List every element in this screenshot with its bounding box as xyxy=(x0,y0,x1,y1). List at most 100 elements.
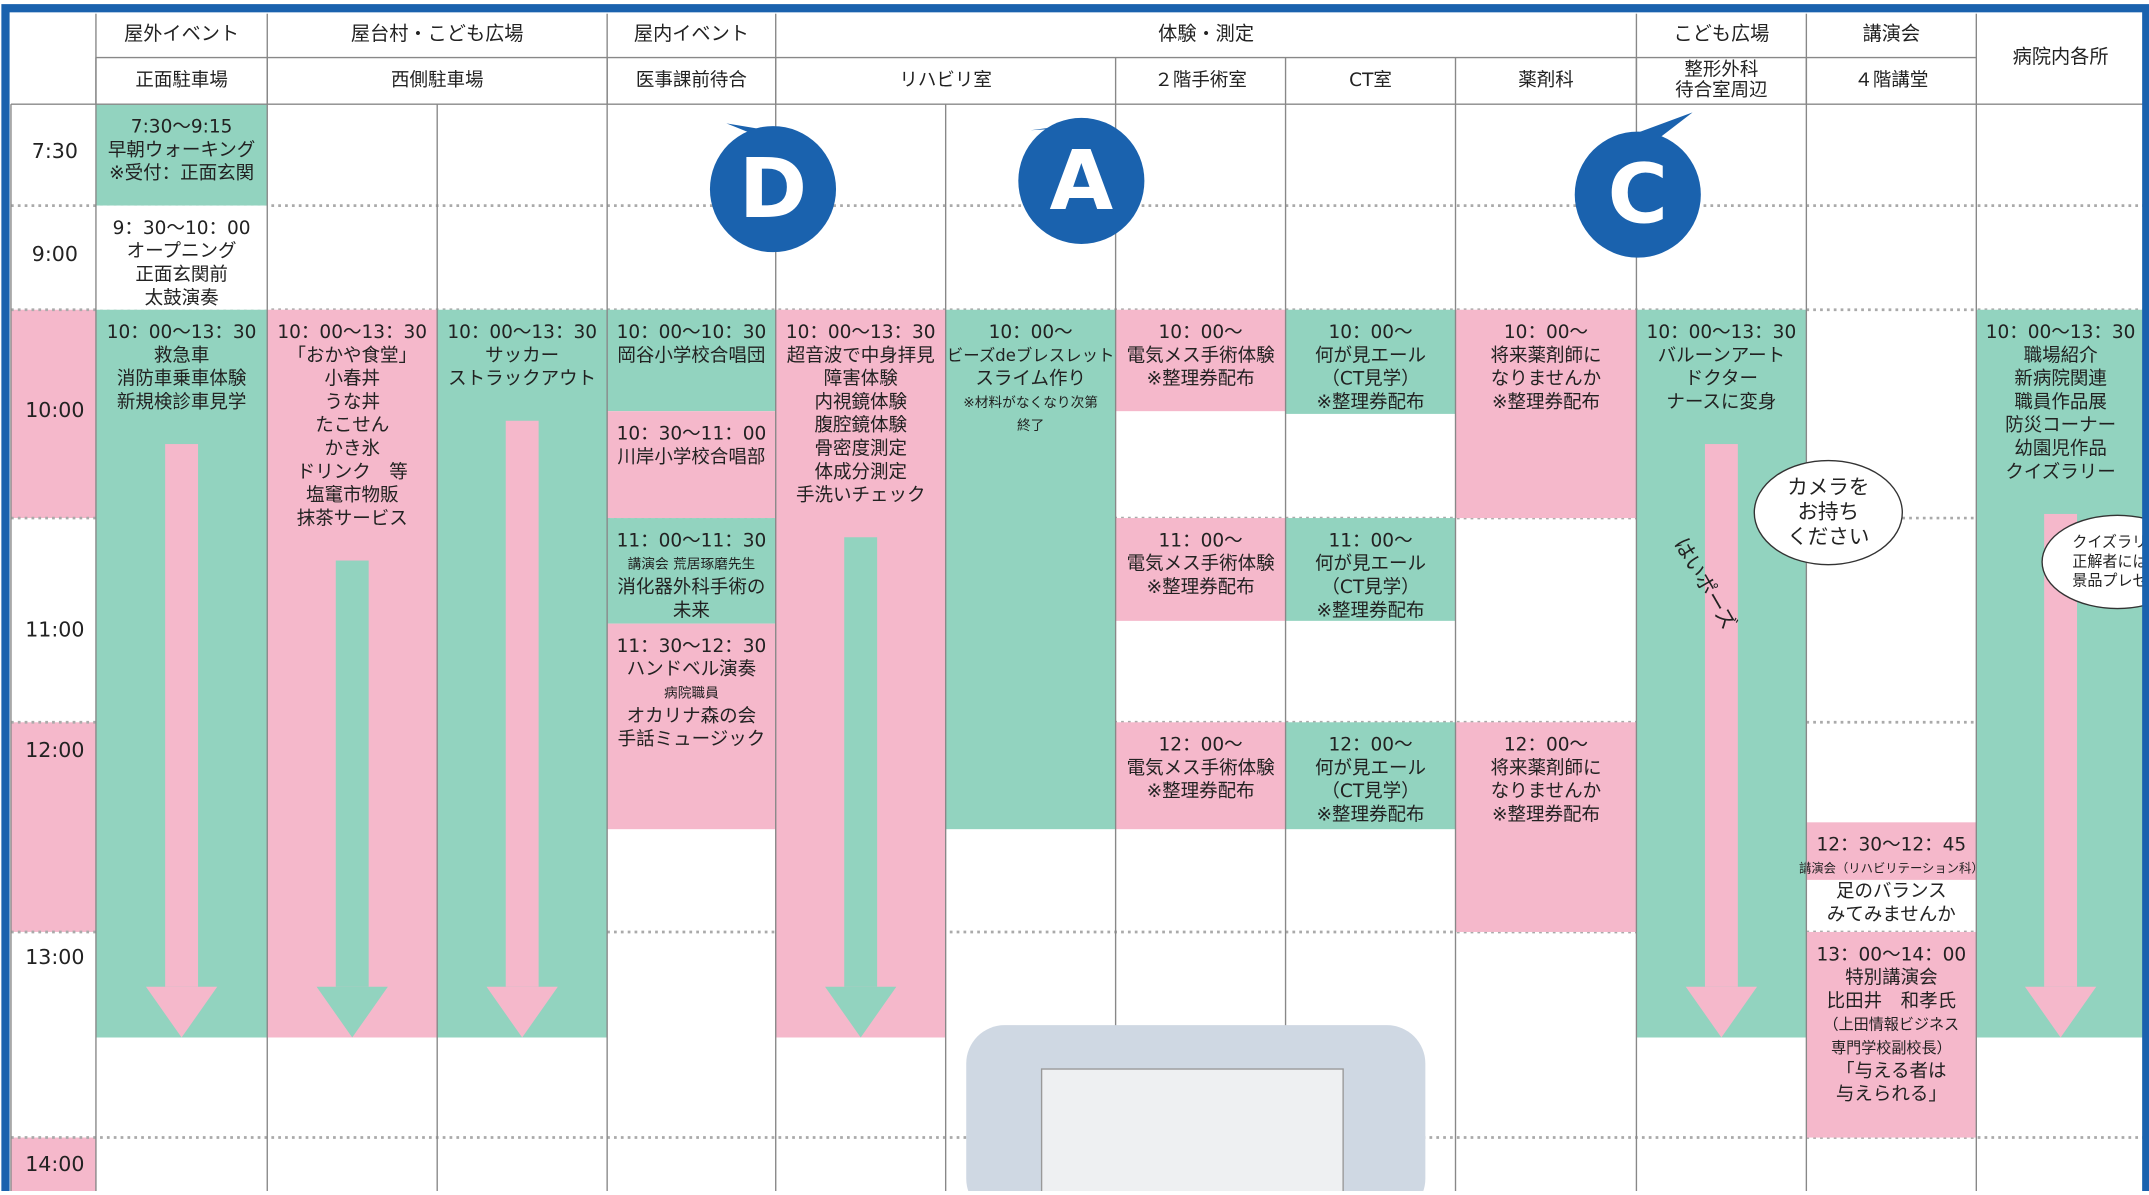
cell-text: 新規検診車見学 xyxy=(117,392,247,413)
cell-text: 11：00〜 xyxy=(1328,530,1412,551)
cell-text: 10：00〜13：30 xyxy=(107,322,257,343)
time-band xyxy=(10,722,96,932)
schedule-cell xyxy=(1455,722,1637,932)
cell-text: 何が見エール xyxy=(1315,554,1426,575)
frame xyxy=(1,4,2149,1195)
cell-text: 川岸小学校合唱部 xyxy=(617,447,765,468)
arrow-head xyxy=(1685,986,1758,1038)
schedule-cell xyxy=(1806,822,1977,880)
callout-circle xyxy=(709,126,837,253)
cell-text: 12：00〜 xyxy=(1504,735,1588,756)
cell-text: 手話ミュージック xyxy=(618,729,766,750)
cell-text: ※受付：正面玄関 xyxy=(109,163,254,184)
cell-text: 「おかや食堂」 xyxy=(287,345,417,366)
cell-text: 12：00〜 xyxy=(1328,735,1412,756)
cell-text: ドリンク 等 xyxy=(297,462,408,483)
cell-text: オープニング xyxy=(127,241,237,262)
bubble-text: お持ち xyxy=(1797,500,1859,524)
cell-text: 7:30〜9:15 xyxy=(131,116,233,137)
cell-text: 塩竃市物販 xyxy=(306,485,399,506)
cell-text: （CT見学） xyxy=(1321,369,1419,390)
callout-circle xyxy=(1018,117,1145,244)
cell-text: 職員作品展 xyxy=(2014,392,2107,413)
cell-text: 体成分測定 xyxy=(814,462,907,483)
cell-text: 「与える者は xyxy=(1836,1061,1946,1082)
cell-text: 内視鏡体験 xyxy=(814,392,907,413)
arrow-shaft xyxy=(1704,444,1738,987)
place-header: 整形外科 xyxy=(1684,60,1758,81)
cell-text: 障害体験 xyxy=(824,369,899,390)
cell-text: 太鼓演奏 xyxy=(145,288,219,309)
cell-text: ストラックアウト xyxy=(448,369,596,390)
header-bg xyxy=(10,13,2145,105)
schedule-cell xyxy=(1115,722,1286,830)
cell-text: バルーンアート xyxy=(1658,345,1785,366)
place-header: リハビリ室 xyxy=(899,70,992,91)
schedule-cell xyxy=(1115,518,1286,621)
schedule-cell xyxy=(1285,518,1456,621)
cell-text: 何が見エール xyxy=(1315,345,1426,366)
cell-text: 比田井 和孝氏 xyxy=(1827,991,1957,1012)
cell-text: みてみませんか xyxy=(1827,905,1956,926)
schedule-cell xyxy=(607,309,776,412)
cell-text: スライム作り xyxy=(975,369,1086,390)
time-band xyxy=(10,1137,96,1191)
place-header: ４階講堂 xyxy=(1854,70,1928,91)
cell-text: ナースに変身 xyxy=(1666,392,1776,413)
time-label: 10:00 xyxy=(25,398,84,422)
cell-text: ※整理券配布 xyxy=(1147,577,1255,598)
cell-text: 超音波で中身拝見 xyxy=(787,345,935,366)
cell-text: ※整理券配布 xyxy=(1317,392,1425,413)
time-label: 14:00 xyxy=(25,1152,84,1176)
cell-text: 10：30〜11：00 xyxy=(617,423,767,444)
arrow-shaft xyxy=(844,537,878,987)
group-header: 講演会 xyxy=(1863,22,1921,45)
cell-text: 10：00〜13：30 xyxy=(1647,322,1797,343)
time-band xyxy=(10,931,96,1138)
cell-text: 早朝ウォーキング xyxy=(108,140,255,161)
schedule-cell xyxy=(1285,722,1456,830)
arrow-head xyxy=(2024,986,2097,1038)
cell-text: 10：00〜 xyxy=(1504,322,1588,343)
cell-text: 将来薬剤師に xyxy=(1490,345,1601,366)
cell-text: 11：00〜 xyxy=(1159,530,1243,551)
cell-text: 12：00〜 xyxy=(1159,735,1243,756)
cell-text: 12：30〜12：45 xyxy=(1817,835,1967,856)
cell-text: 消防車乗車体験 xyxy=(117,369,247,390)
cell-text: 防災コーナー xyxy=(2005,415,2116,436)
cell-text: 電気メス手術体験 xyxy=(1127,345,1276,366)
cell-text: 10：00〜10：30 xyxy=(617,322,767,343)
cell-text: ※整理券配布 xyxy=(1317,600,1425,621)
arrow-shaft xyxy=(505,420,539,987)
cell-text: 11：00〜11：30 xyxy=(617,530,767,551)
bubble-text: カメラを xyxy=(1787,475,1869,499)
cell-text: 岡谷小学校合唱団 xyxy=(617,345,765,366)
cell-text: 専門学校副校長） xyxy=(1831,1039,1952,1057)
cell-text: かき氷 xyxy=(324,439,380,460)
cell-text: ※整理券配布 xyxy=(1317,804,1425,825)
cell-text: 抹茶サービス xyxy=(297,508,408,529)
cell-text: 将来薬剤師に xyxy=(1490,758,1601,779)
schedule-cell xyxy=(607,411,776,519)
cell-text: 電気メス手術体験 xyxy=(1127,554,1276,575)
cell-text: なりませんか xyxy=(1491,781,1601,802)
arrow-shaft xyxy=(335,560,369,987)
schedule-cell xyxy=(945,309,1116,830)
callout-circle xyxy=(1574,131,1701,258)
schedule-cell xyxy=(95,104,268,206)
arrow-shaft xyxy=(165,444,199,987)
cell-text: 11：30〜12：30 xyxy=(617,636,767,657)
cell-text: 10：00〜13：30 xyxy=(277,322,427,343)
group-header: 病院内各所 xyxy=(2013,45,2109,68)
cell-text: ※整理券配布 xyxy=(1492,804,1600,825)
schedule-cell xyxy=(607,518,776,624)
cell-text: 9：30〜10：00 xyxy=(113,218,251,239)
cell-text: ビーズdeブレスレット xyxy=(947,346,1115,365)
cell-text: （CT見学） xyxy=(1321,577,1419,598)
cell-text: ※整理券配布 xyxy=(1147,781,1255,802)
cell-text: 足のバランス xyxy=(1836,881,1947,902)
building xyxy=(1040,1068,1344,1195)
place-header: 医事課前待合 xyxy=(636,70,747,91)
schedule-cell xyxy=(607,623,776,830)
place-header: CT室 xyxy=(1349,70,1392,91)
